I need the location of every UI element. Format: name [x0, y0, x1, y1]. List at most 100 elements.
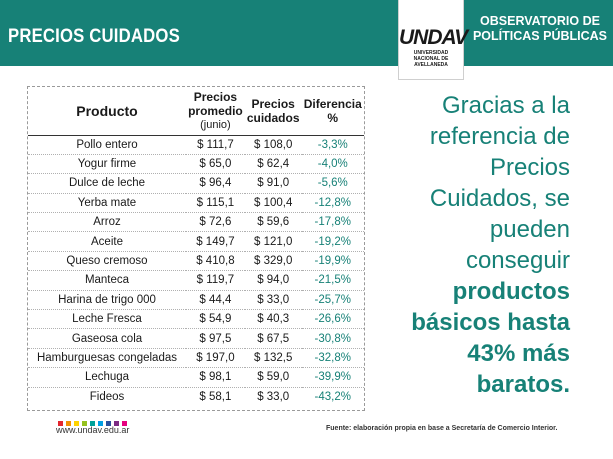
table-row: Aceite $ 149,7 $ 121,0 -19,2%: [28, 231, 364, 252]
cell-precio-cuidado: $ 100,4: [244, 193, 302, 214]
color-dot: [106, 421, 111, 426]
color-dot: [74, 421, 79, 426]
cell-diferencia: -19,2%: [301, 231, 364, 252]
color-dot: [98, 421, 103, 426]
logo-sub-line-3: AVELLANEDA: [414, 62, 448, 68]
cell-precio-promedio: $ 97,5: [186, 328, 245, 349]
cell-precio-promedio: $ 119,7: [186, 270, 245, 291]
table-row: Arroz $ 72,6 $ 59,6 -17,8%: [28, 212, 364, 233]
table-header-row: Producto Precios promedio (junio) Precio…: [28, 87, 364, 136]
cell-diferencia: -5,6%: [301, 173, 364, 194]
header-promedio-line-1: Precios: [193, 89, 238, 104]
cell-diferencia: -19,9%: [301, 251, 364, 272]
cell-diferencia: -12,8%: [301, 193, 364, 214]
tagline-line: Gracias a la: [441, 92, 570, 119]
cell-precio-cuidado: $ 40,3: [244, 309, 302, 330]
cell-precio-cuidado: $ 91,0: [244, 173, 302, 194]
cell-precio-cuidado: $ 329,0: [244, 251, 302, 272]
cell-precio-promedio: $ 96,4: [186, 173, 245, 194]
website-link[interactable]: www.undav.edu.ar: [56, 425, 130, 435]
cell-diferencia: -4,0%: [301, 154, 364, 175]
cell-precio-cuidado: $ 108,0: [244, 135, 302, 155]
cell-producto: Harina de trigo 000: [28, 290, 186, 311]
header-precios-cuidados: Precios cuidados: [244, 87, 302, 136]
tagline-line: Precios: [489, 154, 570, 181]
table-row: Gaseosa cola $ 97,5 $ 67,5 -30,8%: [28, 328, 364, 349]
cell-diferencia: -21,5%: [301, 270, 364, 291]
cell-producto: Pollo entero: [28, 135, 186, 155]
source-note: Fuente: elaboración propia en base a Sec…: [326, 425, 558, 432]
color-dot: [90, 421, 95, 426]
cell-precio-promedio: $ 98,1: [186, 367, 245, 388]
page-title: PRECIOS CUIDADOS: [8, 26, 180, 47]
cell-precio-promedio: $ 410,8: [186, 251, 245, 272]
cell-precio-promedio: $ 197,0: [186, 348, 245, 369]
cell-precio-cuidado: $ 33,0: [257, 391, 290, 404]
cell-precio-cuidado: $ 121,0: [244, 231, 302, 252]
cell-producto: Manteca: [28, 270, 186, 291]
cell-diferencia: -3,3%: [301, 135, 364, 155]
tagline-line: pueden: [489, 216, 570, 243]
color-dot: [66, 421, 71, 426]
price-table: Producto Precios promedio (junio) Precio…: [28, 87, 364, 406]
cell-producto: Gaseosa cola: [28, 328, 186, 349]
table-row: Leche Fresca $ 54,9 $ 40,3 -26,6%: [28, 309, 364, 330]
tagline-line: referencia de: [429, 123, 570, 150]
header-precios-promedio: Precios promedio (junio): [186, 87, 245, 136]
cell-precio-cuidado: $ 33,0: [244, 290, 302, 311]
header-promedio-line-3: (junio): [200, 118, 231, 131]
header-cuidados-line-1: Precios: [251, 96, 295, 111]
table-row: Yerba mate $ 115,1 $ 100,4 -12,8%: [28, 193, 364, 214]
tagline-bold-line: baratos.: [476, 371, 570, 398]
header-diferencia-line-2: %: [327, 110, 339, 125]
cell-diferencia: -32,8%: [301, 348, 364, 369]
color-dot: [58, 421, 63, 426]
cell-precio-promedio: $ 54,9: [186, 309, 245, 330]
cell-precio-cuidado: $ 62,4: [244, 154, 302, 175]
tagline-bold-line: básicos hasta: [411, 309, 570, 336]
table-row: Harina de trigo 000 $ 44,4 $ 33,0 -25,7%: [28, 290, 364, 311]
cell-diferencia: -39,9%: [301, 367, 364, 388]
header-diferencia: Diferencia %: [301, 87, 364, 136]
cell-producto: Yogur firme: [28, 154, 186, 175]
header-promedio-line-2: promedio: [188, 103, 243, 118]
color-dots-strip: [58, 413, 130, 426]
logo-word: UNDAV: [399, 26, 468, 49]
header-cuidados-line-2: cuidados: [246, 110, 300, 125]
undav-logo: UNDAV UNIVERSIDAD NACIONAL DE AVELLANEDA: [398, 0, 468, 80]
cell-producto: Dulce de leche: [28, 173, 186, 194]
cell-precio-cuidado: $ 94,0: [244, 270, 302, 291]
cell-precio-promedio: $ 72,6: [186, 212, 245, 233]
cell-precio-promedio: $ 65,0: [186, 154, 245, 175]
table-row: Dulce de leche $ 96,4 $ 91,0 -5,6%: [28, 173, 364, 194]
table-row: Manteca $ 119,7 $ 94,0 -21,5%: [28, 270, 364, 291]
cell-precio-promedio: $ 111,7: [186, 135, 245, 155]
cell-producto: Yerba mate: [28, 193, 186, 214]
cell-precio-cuidado: $ 67,5: [244, 328, 302, 349]
tagline-bold-line: productos: [452, 278, 570, 305]
tagline-line: conseguir: [465, 247, 570, 274]
table-row: Pollo entero $ 111,7 $ 108,0 -3,3%: [28, 135, 364, 155]
logo-subtitle: UNIVERSIDAD NACIONAL DE AVELLANEDA: [401, 50, 461, 68]
cell-diferencia: -43,2%: [314, 391, 351, 404]
color-dot: [82, 421, 87, 426]
logo-sub-line-2: NACIONAL DE: [413, 56, 449, 62]
cell-precio-promedio: $ 44,4: [186, 290, 245, 311]
header-diferencia-line-1: Diferencia: [303, 96, 362, 111]
cell-diferencia: -30,8%: [301, 328, 364, 349]
table-row: Hamburguesas congeladas $ 197,0 $ 132,5 -32…: [28, 348, 364, 369]
table-body: Pollo entero $ 111,7 $ 108,0 -3,3% Yogur fir…: [28, 135, 364, 406]
cell-producto: Fideos: [89, 391, 125, 404]
cell-precio-promedio: $ 58,1: [199, 391, 232, 404]
cell-precio-promedio: $ 115,1: [186, 193, 245, 214]
cell-producto: Queso cremoso: [28, 251, 186, 272]
header-bar: PRECIOS CUIDADOS OBSERVATORIO DE POLÍTIC…: [0, 0, 613, 66]
cell-diferencia: -26,6%: [301, 309, 364, 330]
cell-diferencia: -25,7%: [301, 290, 364, 311]
cell-producto: Arroz: [28, 212, 186, 233]
cell-producto: Lechuga: [28, 367, 186, 388]
cell-precio-promedio: $ 149,7: [186, 231, 245, 252]
color-dot: [122, 421, 127, 426]
cell-precio-cuidado: $ 132,5: [244, 348, 302, 369]
logo-sub-line-1: UNIVERSIDAD: [413, 50, 449, 56]
